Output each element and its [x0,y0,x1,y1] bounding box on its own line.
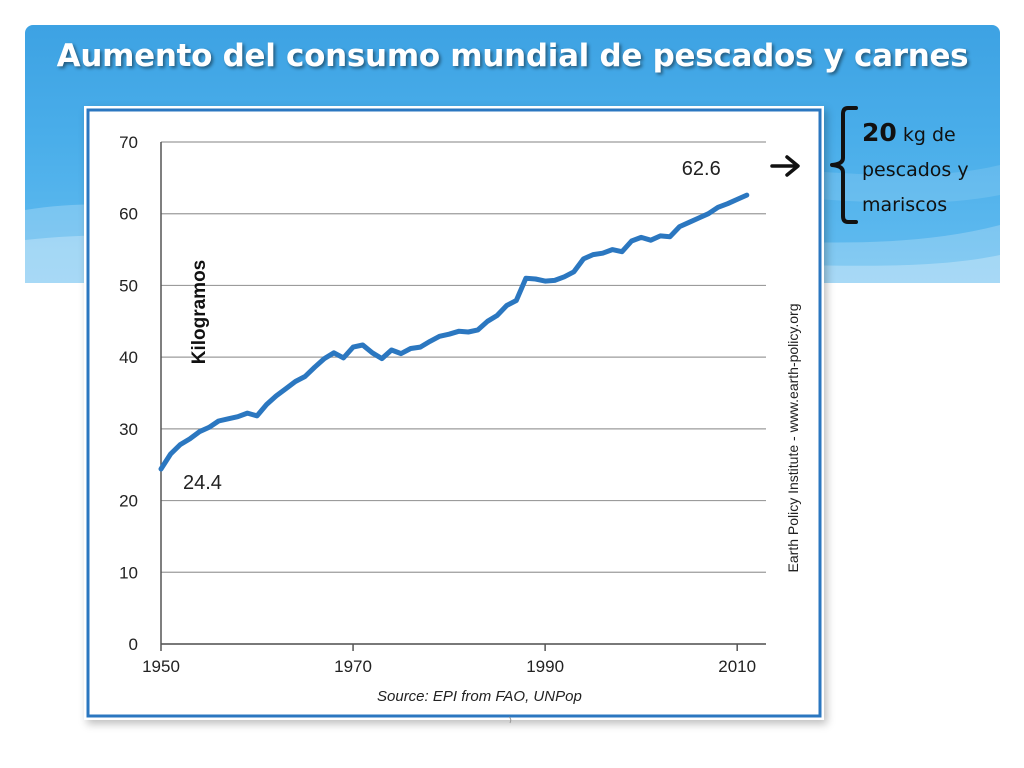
y-tick-label: 70 [119,133,138,152]
y-tick-label: 10 [119,563,138,582]
note-text: kg de pescados y mariscos [862,124,969,216]
footer-mark [508,716,512,724]
consumption-note: 20 kg de pescados y mariscos [862,115,1012,223]
y-tick-label: 0 [129,635,138,654]
start-value-label: 24.4 [183,472,222,494]
arrow-right-icon [770,155,800,177]
y-axis-title: Kilogramos [189,260,210,365]
slide-title: Aumento del consumo mundial de pescados … [56,38,969,74]
chart-frame: 0 10 20 30 40 50 60 70 1950 1970 1990 2010 Kilogramo… [84,106,824,720]
credit-caption: Earth Policy Institute - www.earth-polic… [785,304,801,573]
line-chart: 0 10 20 30 40 50 60 70 1950 1970 1990 2010 Kilogramo… [86,108,822,718]
x-tick-label: 2010 [718,657,756,676]
source-caption: Source: EPI from FAO, UNPop [377,688,582,705]
y-tick-label: 40 [119,348,138,367]
y-tick-label: 50 [119,276,138,295]
x-tick-label: 1990 [526,657,564,676]
end-value-label: 62.6 [682,158,721,180]
left-brace-icon [830,106,858,224]
y-tick-label: 60 [119,205,138,224]
y-tick-label: 30 [119,420,138,439]
y-tick-label: 20 [119,492,138,511]
data-series-line [158,192,750,472]
x-tick-label: 1950 [142,657,180,676]
chart-border [86,108,822,718]
x-tick-label: 1970 [334,657,372,676]
note-amount: 20 [862,118,897,147]
